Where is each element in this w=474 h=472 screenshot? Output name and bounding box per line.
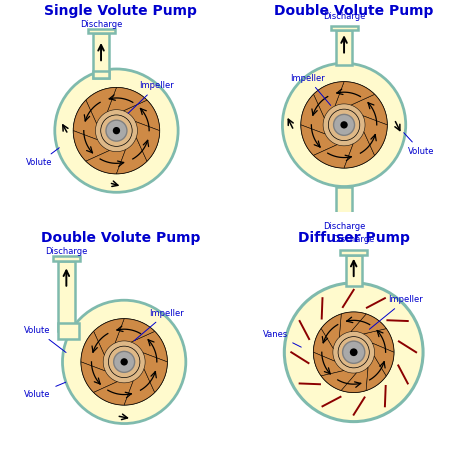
Title: Single Volute Pump: Single Volute Pump [44,4,197,18]
Polygon shape [124,369,155,405]
Polygon shape [81,331,105,371]
Circle shape [55,69,178,192]
Circle shape [114,351,135,372]
Circle shape [334,114,355,135]
Circle shape [113,127,120,135]
FancyBboxPatch shape [346,255,362,286]
Text: Discharge: Discharge [332,236,375,244]
Polygon shape [107,87,147,112]
FancyBboxPatch shape [93,34,109,78]
FancyBboxPatch shape [93,71,109,78]
Text: Impeller: Impeller [369,295,423,329]
Polygon shape [339,312,366,337]
Circle shape [338,337,369,368]
Polygon shape [313,144,353,168]
Circle shape [106,120,127,141]
Text: Volute: Volute [24,382,66,398]
Polygon shape [73,100,98,140]
Text: Impeller: Impeller [128,81,174,113]
Text: Impeller: Impeller [290,74,331,105]
Circle shape [313,312,394,393]
Polygon shape [364,329,394,352]
Text: Discharge: Discharge [45,247,88,256]
Polygon shape [335,82,374,106]
Polygon shape [373,343,394,376]
FancyBboxPatch shape [330,219,357,224]
FancyBboxPatch shape [336,30,352,65]
FancyBboxPatch shape [340,250,367,255]
Polygon shape [366,356,386,390]
Circle shape [101,115,132,146]
Polygon shape [351,94,387,125]
Circle shape [340,121,348,128]
Text: Discharge: Discharge [323,12,365,21]
Polygon shape [313,82,344,118]
Polygon shape [321,371,356,390]
Circle shape [350,348,357,356]
Polygon shape [86,87,117,124]
Text: Volute: Volute [404,133,434,156]
Circle shape [109,346,140,378]
Polygon shape [351,314,386,334]
Polygon shape [81,362,117,392]
Polygon shape [301,94,325,134]
Polygon shape [117,137,147,174]
Polygon shape [115,319,155,343]
FancyBboxPatch shape [88,28,115,34]
Circle shape [283,63,406,186]
Polygon shape [123,100,160,131]
Polygon shape [301,125,337,155]
Title: Diffuser Pump: Diffuser Pump [298,231,410,245]
FancyBboxPatch shape [53,256,80,261]
Circle shape [284,283,423,421]
Circle shape [328,109,360,141]
Polygon shape [341,367,368,393]
Title: Double Volute Pump: Double Volute Pump [41,231,200,245]
Polygon shape [86,150,126,174]
Polygon shape [94,319,124,355]
Polygon shape [143,353,167,392]
Polygon shape [73,131,109,161]
Polygon shape [131,331,167,362]
Polygon shape [136,121,160,161]
Text: Impeller: Impeller [134,309,184,341]
FancyBboxPatch shape [58,323,79,339]
Text: Vanes: Vanes [263,330,301,347]
Circle shape [120,358,128,365]
Polygon shape [344,132,374,168]
Polygon shape [313,352,344,376]
Polygon shape [321,314,341,348]
FancyBboxPatch shape [58,261,74,331]
Text: Discharge: Discharge [80,19,122,29]
Text: Volute: Volute [26,148,59,168]
Polygon shape [313,329,335,361]
Polygon shape [94,381,133,405]
Title: Double Volute Pump: Double Volute Pump [274,4,433,18]
FancyBboxPatch shape [330,25,357,30]
FancyBboxPatch shape [336,186,352,219]
Circle shape [301,82,387,168]
Text: Discharge: Discharge [323,222,365,231]
Circle shape [63,300,186,423]
Circle shape [81,319,167,405]
Circle shape [73,87,160,174]
Polygon shape [363,116,387,155]
Text: Volute: Volute [24,326,66,353]
Circle shape [343,341,365,363]
